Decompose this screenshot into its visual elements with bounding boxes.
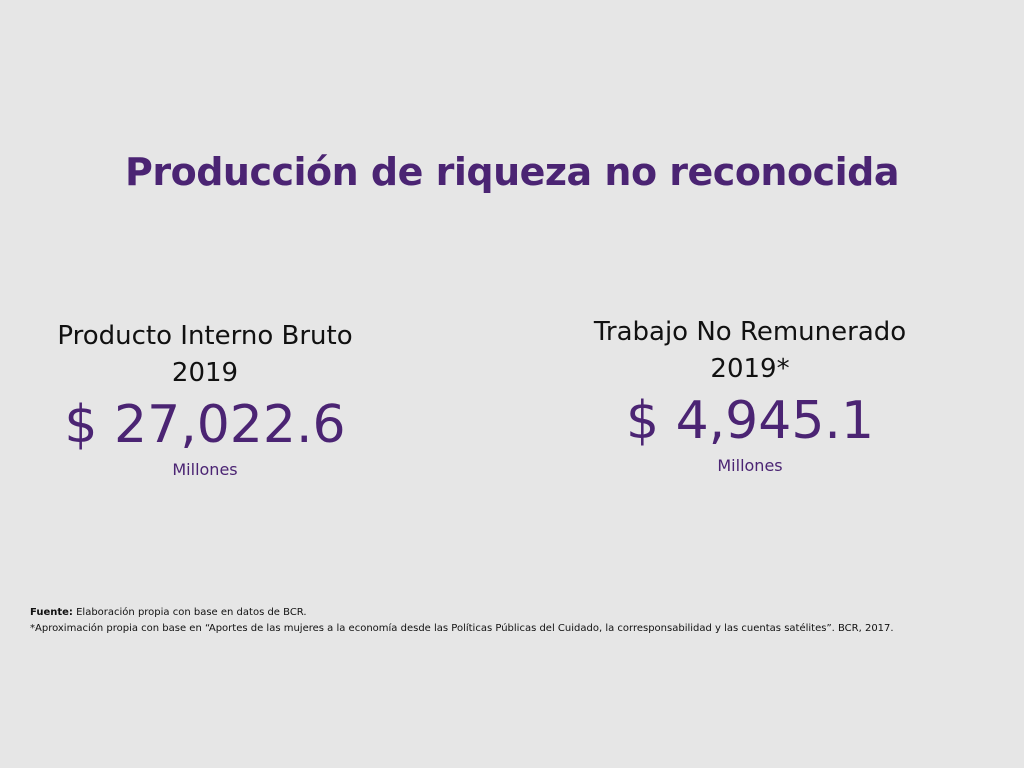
stat-gdp-unit: Millones bbox=[172, 460, 238, 479]
stat-gdp-label-line1: Producto Interno Bruto bbox=[57, 321, 353, 351]
stat-unpaid-work-label-line2: 2019* bbox=[710, 354, 790, 384]
source-label: Fuente: bbox=[30, 607, 73, 618]
source-text: Elaboración propia con base en datos de … bbox=[72, 607, 307, 618]
source-line: Fuente: Elaboración propia con base en d… bbox=[30, 605, 990, 621]
stat-unpaid-work: Trabajo No Remunerado 2019* $ 4,945.1 Mi… bbox=[560, 314, 940, 475]
stat-gdp-value: $ 27,022.6 bbox=[64, 395, 346, 455]
stat-gdp-label-line2: 2019 bbox=[171, 358, 239, 388]
stat-unpaid-work-value: $ 4,945.1 bbox=[625, 391, 875, 451]
footnotes: Fuente: Elaboración propia con base en d… bbox=[30, 605, 990, 637]
stat-unpaid-work-unit: Millones bbox=[717, 456, 783, 475]
stat-unpaid-work-label-line1: Trabajo No Remunerado bbox=[593, 317, 907, 347]
stat-gdp: Producto Interno Bruto 2019 $ 27,022.6 M… bbox=[30, 318, 380, 479]
approximation-note: *Aproximación propia con base en “Aporte… bbox=[30, 623, 894, 634]
slide-title: Producción de riqueza no reconocida bbox=[125, 150, 900, 194]
